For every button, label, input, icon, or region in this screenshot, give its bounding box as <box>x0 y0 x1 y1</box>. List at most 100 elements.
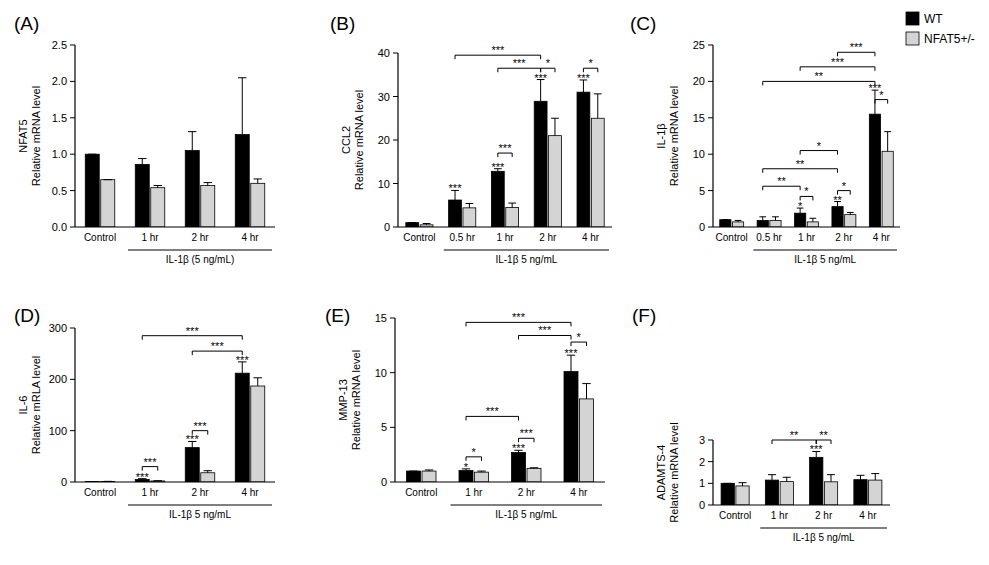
bar <box>721 483 734 505</box>
error-cap <box>254 178 262 179</box>
error-cap <box>508 203 516 204</box>
error-cap <box>238 77 246 78</box>
y-tick <box>708 461 713 462</box>
y-tick <box>708 483 713 484</box>
x-tick-label: 1 hr <box>496 232 514 243</box>
error-cap <box>104 179 112 180</box>
marks <box>407 355 594 482</box>
error-bar <box>884 132 891 152</box>
error-bar <box>409 471 417 472</box>
x-tick-label: Control <box>84 487 116 498</box>
error-cap <box>409 471 417 472</box>
error-bar <box>477 471 485 472</box>
bar <box>407 471 421 482</box>
bar <box>765 480 778 505</box>
error-stem <box>762 217 763 221</box>
y-tick-label: 0 <box>384 221 390 233</box>
x-tick-label: 1 hr <box>798 232 816 243</box>
error-bar <box>783 477 791 481</box>
significance-label: *** <box>534 72 548 84</box>
bracket-label: *** <box>538 324 552 336</box>
y-tick <box>70 190 75 191</box>
error-stem <box>875 474 876 481</box>
bracket-label: * <box>842 180 847 192</box>
error-stem <box>775 217 776 221</box>
x-tick-label: 4 hr <box>873 232 891 243</box>
y-tick <box>708 45 713 46</box>
error-bar <box>423 224 431 225</box>
figure: (A)0.00.51.01.52.02.5NFAT5Relative mRNA … <box>0 0 989 565</box>
error-stem <box>469 204 470 208</box>
bar <box>527 468 541 482</box>
bar <box>810 457 823 505</box>
error-bar <box>739 483 747 486</box>
x-tick-label: Control <box>405 487 437 498</box>
error-bar <box>104 179 112 180</box>
bar <box>491 171 504 227</box>
error-cap <box>857 475 865 476</box>
error-cap <box>735 220 742 221</box>
y-tick <box>708 227 713 228</box>
y-tick-label: 0 <box>61 476 67 488</box>
significance-label: *** <box>810 443 824 455</box>
y-tick <box>70 379 75 380</box>
panel-title: (F) <box>632 305 656 326</box>
bracket-label: *** <box>850 41 864 53</box>
error-stem <box>512 203 513 207</box>
y-tick <box>390 427 395 428</box>
y-tick <box>70 81 75 82</box>
error-cap <box>594 93 602 94</box>
error-stem <box>257 179 258 183</box>
error-bar <box>759 217 766 221</box>
y-tick-label: 1.0 <box>52 148 67 160</box>
error-cap <box>530 467 538 468</box>
y-tick <box>70 154 75 155</box>
significance-label: *** <box>136 471 150 483</box>
bar <box>85 154 99 227</box>
bar <box>235 135 249 227</box>
error-cap <box>871 473 879 474</box>
y-axis-label: MMP-13 <box>337 379 349 421</box>
y-tick <box>70 117 75 118</box>
y-tick-label: 10 <box>693 148 705 160</box>
x-axis <box>713 504 890 505</box>
error-bar <box>254 179 262 183</box>
marks <box>85 78 265 227</box>
x-axis <box>75 226 275 227</box>
bar <box>564 372 578 482</box>
bar <box>512 452 526 482</box>
x-tick-label: 0.5 hr <box>756 232 782 243</box>
error-bar <box>466 204 474 208</box>
error-bar <box>188 132 196 151</box>
x-tick-label: 2 hr <box>815 510 833 521</box>
x-tick-label: 2 hr <box>191 487 209 498</box>
bracket-label: *** <box>512 311 526 323</box>
y-tick <box>393 96 398 97</box>
error-bar <box>724 483 732 484</box>
bar <box>869 480 882 505</box>
bar <box>185 448 199 482</box>
y-tick-label: 40 <box>378 47 390 59</box>
error-cap <box>884 131 891 132</box>
bracket-label: ** <box>819 429 828 441</box>
bracket-label: ** <box>796 158 805 170</box>
panel: (A)0.00.51.01.52.02.5NFAT5Relative mRNA … <box>14 13 275 265</box>
error-cap <box>724 483 732 484</box>
y-tick <box>70 482 75 483</box>
group-line <box>451 505 603 506</box>
y-tick <box>390 482 395 483</box>
error-stem <box>860 475 861 479</box>
bar <box>591 118 604 227</box>
bracket-label: * <box>577 331 582 343</box>
error-bar <box>254 378 262 386</box>
error-cap <box>809 218 816 219</box>
x-tick-label: 4 hr <box>241 487 259 498</box>
y-axis-label: IL-6 <box>17 396 29 415</box>
bar <box>770 220 781 227</box>
group-line <box>760 528 887 529</box>
error-cap <box>408 222 416 223</box>
x-tick-label: 1 hr <box>465 487 483 498</box>
y-axis <box>74 45 75 227</box>
significance-label: *** <box>236 354 250 366</box>
bar <box>251 386 265 482</box>
